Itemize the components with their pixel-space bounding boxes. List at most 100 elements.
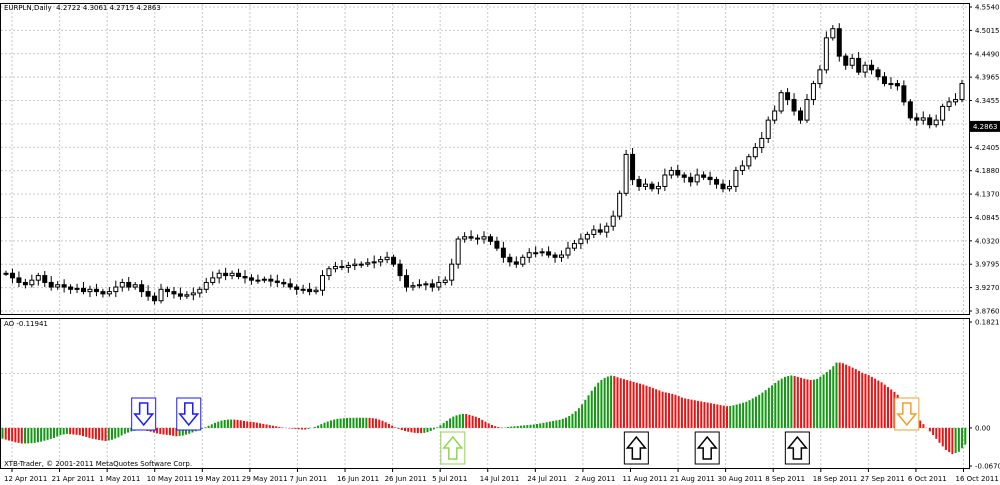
- candle[interactable]: [953, 93, 959, 106]
- candle[interactable]: [494, 236, 500, 251]
- candle[interactable]: [229, 270, 235, 280]
- candle[interactable]: [881, 72, 887, 87]
- candle[interactable]: [610, 210, 616, 231]
- candle[interactable]: [462, 232, 468, 243]
- candle[interactable]: [132, 281, 138, 290]
- buy-signal-3[interactable]: [694, 431, 720, 465]
- candle[interactable]: [533, 246, 539, 258]
- candle[interactable]: [940, 103, 946, 126]
- candle[interactable]: [339, 260, 345, 271]
- candle[interactable]: [29, 274, 35, 288]
- candle[interactable]: [378, 255, 384, 267]
- candle[interactable]: [591, 225, 597, 239]
- candle[interactable]: [655, 181, 661, 195]
- candle[interactable]: [785, 88, 791, 106]
- candle[interactable]: [752, 142, 758, 160]
- candle[interactable]: [733, 166, 739, 192]
- buy-signal-1[interactable]: [440, 431, 466, 465]
- candle[interactable]: [358, 261, 364, 268]
- candle[interactable]: [565, 241, 571, 259]
- candle[interactable]: [636, 175, 642, 192]
- candle[interactable]: [429, 279, 435, 292]
- candle[interactable]: [526, 248, 532, 263]
- buy-signal-2[interactable]: [623, 431, 649, 465]
- candle[interactable]: [100, 288, 106, 298]
- candle[interactable]: [765, 116, 771, 143]
- candle[interactable]: [145, 285, 151, 301]
- candle[interactable]: [901, 80, 907, 106]
- candle[interactable]: [707, 171, 713, 186]
- candle[interactable]: [68, 284, 74, 294]
- candle[interactable]: [403, 269, 409, 292]
- candle[interactable]: [35, 272, 41, 286]
- candle[interactable]: [862, 61, 868, 78]
- candle[interactable]: [507, 253, 513, 267]
- candle[interactable]: [759, 132, 765, 154]
- candle[interactable]: [164, 286, 170, 298]
- candle[interactable]: [248, 274, 254, 285]
- candle[interactable]: [830, 25, 836, 41]
- candle[interactable]: [184, 291, 190, 299]
- candle[interactable]: [126, 276, 132, 291]
- candle[interactable]: [242, 270, 248, 284]
- candle[interactable]: [216, 269, 222, 284]
- candle[interactable]: [584, 231, 590, 244]
- candle[interactable]: [210, 271, 216, 286]
- candle[interactable]: [681, 172, 687, 183]
- candle[interactable]: [791, 93, 797, 116]
- candle[interactable]: [907, 99, 913, 121]
- candle[interactable]: [559, 250, 565, 262]
- candle[interactable]: [804, 94, 810, 123]
- signal-arrows[interactable]: [131, 397, 920, 465]
- candle[interactable]: [642, 178, 648, 191]
- candle[interactable]: [268, 274, 274, 287]
- candle[interactable]: [849, 53, 855, 69]
- candle[interactable]: [177, 287, 183, 300]
- candle[interactable]: [391, 254, 397, 267]
- candle[interactable]: [720, 179, 726, 193]
- candle[interactable]: [371, 255, 377, 269]
- candle[interactable]: [914, 113, 920, 126]
- candle[interactable]: [578, 233, 584, 250]
- candle[interactable]: [617, 190, 623, 220]
- candle[interactable]: [571, 239, 577, 251]
- candle[interactable]: [416, 279, 422, 289]
- candle[interactable]: [223, 267, 229, 281]
- candle[interactable]: [74, 283, 80, 293]
- candle[interactable]: [726, 180, 732, 192]
- candle[interactable]: [520, 254, 526, 267]
- candle[interactable]: [81, 281, 87, 295]
- candle[interactable]: [261, 276, 267, 283]
- candle[interactable]: [22, 278, 28, 289]
- candle[interactable]: [274, 274, 280, 288]
- candle[interactable]: [345, 261, 351, 273]
- candle[interactable]: [384, 251, 390, 264]
- candle[interactable]: [869, 59, 875, 75]
- candle[interactable]: [475, 234, 481, 245]
- candle[interactable]: [597, 223, 603, 235]
- candle[interactable]: [552, 252, 558, 263]
- candle[interactable]: [171, 287, 177, 299]
- candle[interactable]: [817, 65, 823, 89]
- sell-signal-1[interactable]: [131, 397, 157, 431]
- sell-signal-3[interactable]: [894, 397, 920, 431]
- candle[interactable]: [675, 164, 681, 178]
- candle[interactable]: [61, 279, 67, 293]
- candlestick-series[interactable]: [3, 23, 965, 305]
- candle[interactable]: [3, 270, 9, 277]
- candle[interactable]: [513, 256, 519, 268]
- candle[interactable]: [662, 168, 668, 192]
- candle[interactable]: [119, 278, 125, 292]
- candle[interactable]: [920, 111, 926, 125]
- candle[interactable]: [410, 281, 416, 291]
- candle[interactable]: [630, 148, 636, 186]
- candle[interactable]: [701, 171, 707, 181]
- candle[interactable]: [397, 259, 403, 282]
- candle[interactable]: [481, 231, 487, 244]
- candle[interactable]: [623, 149, 629, 197]
- candle[interactable]: [365, 258, 371, 267]
- candle[interactable]: [714, 176, 720, 189]
- candle[interactable]: [959, 79, 965, 103]
- candle[interactable]: [843, 53, 849, 70]
- candle[interactable]: [668, 166, 674, 179]
